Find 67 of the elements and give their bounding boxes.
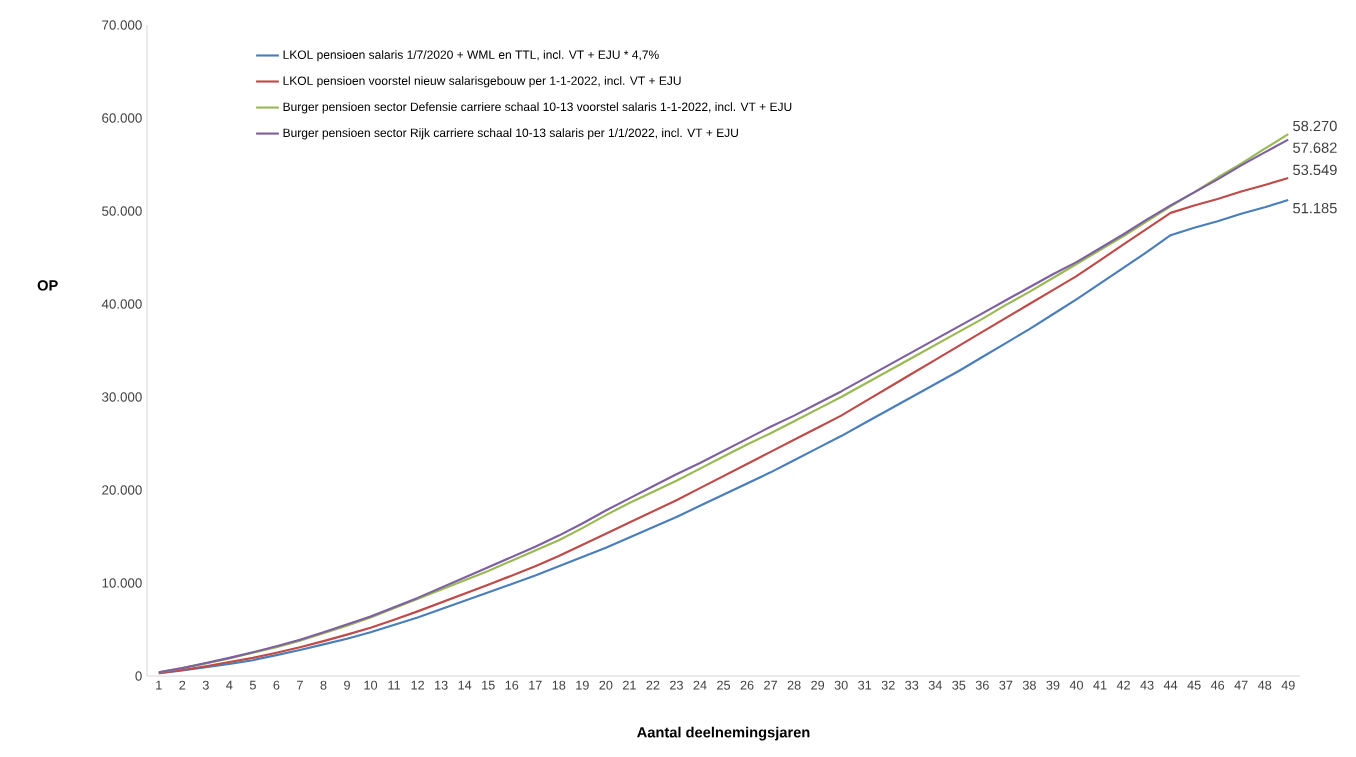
legend-label: LKOL pensioen voorstel nieuw salarisgebouw per 1-1-2022, incl. VT + EJU: [283, 76, 681, 88]
data-label: 51.185: [1293, 202, 1337, 214]
legend-label: LKOL pensioen salaris 1/7/2020 + WML en TTL, incl. VT + EJU * 4,7%: [283, 50, 659, 62]
y-tick-label: 0: [135, 671, 142, 681]
y-tick-label: 10.000: [102, 578, 142, 588]
x-tick-label: 39: [1046, 680, 1060, 690]
x-tick-label: 47: [1234, 680, 1248, 690]
x-tick-label: 4: [226, 680, 233, 690]
x-tick-label: 43: [1140, 680, 1154, 690]
x-tick-label: 7: [297, 680, 303, 690]
x-tick-label: 37: [999, 680, 1013, 690]
x-tick-label: 20: [599, 680, 613, 690]
x-tick-label: 12: [411, 680, 425, 690]
x-tick-label: 2: [179, 680, 186, 690]
x-tick-label: 3: [202, 680, 209, 690]
x-tick-label: 5: [249, 680, 256, 690]
x-tick-label: 45: [1187, 680, 1201, 690]
x-tick-label: 9: [344, 680, 350, 690]
x-tick-label: 38: [1022, 680, 1036, 690]
x-tick-label: 21: [622, 680, 636, 690]
x-tick-label: 29: [811, 680, 825, 690]
y-axis-title: OP: [37, 280, 58, 291]
x-tick-label: 32: [881, 680, 895, 690]
legend-label: Burger pensioen sector Rijk carriere schaal 10-13 salaris per 1/1/2022, incl. VT + EJU: [283, 128, 738, 140]
x-tick-label: 17: [529, 680, 542, 690]
x-tick-label: 44: [1163, 680, 1178, 690]
x-tick-label: 19: [576, 680, 589, 690]
x-tick-label: 30: [834, 680, 848, 690]
y-tick-label: 20.000: [102, 485, 142, 495]
x-tick-label: 18: [552, 680, 566, 690]
x-tick-label: 13: [435, 680, 448, 690]
x-axis-title: Aantal deelnemingsjaren: [637, 726, 810, 741]
x-tick-label: 46: [1210, 680, 1225, 690]
x-tick-label: 48: [1257, 680, 1272, 690]
x-tick-label: 40: [1069, 680, 1084, 690]
x-tick-label: 27: [764, 680, 777, 690]
x-tick-label: 24: [693, 680, 707, 690]
y-tick-label: 60.000: [102, 113, 142, 123]
y-tick-label: 70.000: [102, 20, 142, 30]
data-label: 53.549: [1293, 164, 1337, 176]
data-label: 58.270: [1293, 120, 1337, 132]
y-tick-label: 30.000: [102, 392, 142, 402]
x-tick-label: 14: [458, 680, 472, 690]
y-tick-label: 40.000: [101, 299, 142, 309]
x-tick-label: 23: [670, 680, 683, 690]
x-tick-label: 49: [1281, 680, 1295, 690]
x-tick-label: 11: [388, 680, 401, 690]
x-tick-label: 25: [717, 680, 731, 690]
x-tick-label: 1: [156, 680, 162, 690]
x-tick-label: 28: [787, 680, 801, 690]
x-tick-label: 34: [928, 680, 942, 690]
x-tick-label: 8: [320, 680, 327, 690]
x-tick-label: 31: [858, 680, 872, 690]
x-tick-label: 26: [740, 680, 754, 690]
y-tick-label: 50.000: [102, 206, 142, 216]
x-tick-label: 16: [505, 680, 519, 690]
x-tick-label: 15: [482, 680, 495, 690]
legend-label: Burger pensioen sector Defensie carriere schaal 10-13 voorstel salaris 1-1-2022, incl. VT + EJU: [283, 102, 792, 114]
x-tick-label: 10: [364, 680, 378, 690]
x-tick-label: 35: [952, 680, 966, 690]
x-tick-label: 42: [1116, 680, 1130, 690]
data-label: 57.682: [1293, 142, 1337, 153]
x-tick-label: 41: [1093, 680, 1107, 690]
x-tick-label: 6: [273, 680, 280, 690]
x-tick-label: 36: [975, 680, 989, 690]
x-tick-label: 22: [646, 680, 660, 690]
x-tick-label: 33: [905, 680, 919, 690]
